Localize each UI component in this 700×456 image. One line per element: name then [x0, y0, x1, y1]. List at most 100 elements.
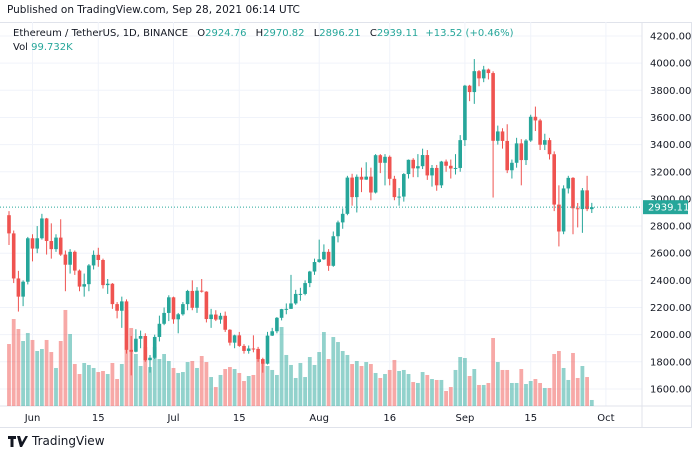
- candle: [209, 308, 213, 328]
- volume-bar: [312, 364, 317, 406]
- volume-bar: [265, 366, 270, 406]
- candle-body: [58, 237, 63, 255]
- candle: [105, 278, 110, 294]
- volume-bar: [166, 361, 171, 406]
- candle-body: [486, 69, 491, 74]
- candle: [232, 334, 237, 349]
- time-tick-label: Jun: [24, 413, 41, 424]
- candle: [496, 125, 500, 145]
- volume-bar: [181, 372, 185, 406]
- candle: [364, 162, 368, 180]
- candle-body: [580, 190, 585, 210]
- candle: [199, 278, 204, 293]
- candle-body: [308, 271, 312, 284]
- candle-body: [7, 215, 11, 234]
- candle-body: [237, 335, 242, 346]
- volume-bar: [542, 387, 547, 406]
- candle-body: [199, 290, 204, 292]
- candle-body: [209, 314, 213, 320]
- low-label: L: [313, 28, 320, 39]
- candle: [265, 331, 270, 365]
- candle-body: [430, 167, 434, 176]
- volume-bar: [561, 367, 566, 406]
- candle: [237, 331, 242, 347]
- candle-body: [228, 329, 232, 343]
- volume-bar: [434, 379, 439, 406]
- volume-bar: [439, 379, 444, 406]
- candle-body: [538, 120, 542, 145]
- candle: [552, 151, 556, 212]
- volume-bar: [279, 327, 284, 406]
- volume-bar: [260, 362, 265, 406]
- volume-bar: [444, 391, 448, 406]
- candle-body: [77, 270, 82, 287]
- volume-bar: [326, 359, 331, 406]
- candle-body: [557, 204, 561, 232]
- volume-bar: [101, 371, 105, 406]
- candle: [486, 68, 491, 80]
- candle-body: [336, 222, 340, 237]
- volume-bar: [110, 362, 115, 406]
- candle-body: [129, 349, 133, 352]
- current-price-label: 2939.11: [648, 203, 689, 214]
- volume-bar: [82, 362, 87, 406]
- volume-bar: [514, 382, 519, 406]
- candle-body: [105, 283, 110, 286]
- volume-bar: [359, 366, 364, 406]
- candle: [590, 202, 594, 213]
- high-label: H: [255, 28, 264, 39]
- volume-bar: [119, 364, 124, 406]
- time-tick-label: 16: [383, 413, 396, 424]
- volume-bar: [463, 357, 467, 406]
- candle: [120, 296, 124, 328]
- candle: [434, 164, 439, 191]
- candle: [308, 270, 312, 288]
- volume-bar: [575, 377, 580, 406]
- candle: [91, 250, 96, 270]
- candle: [481, 65, 486, 83]
- volume-bar: [44, 339, 49, 406]
- volume-bar: [303, 377, 307, 406]
- volume-bar: [190, 361, 195, 406]
- candle-body: [491, 73, 495, 141]
- candle-body: [533, 116, 538, 121]
- volume-bar: [336, 342, 340, 406]
- change-value: +13.52 (+0.46%): [425, 28, 514, 39]
- time-tick-label: 15: [92, 413, 105, 424]
- candle: [350, 173, 354, 206]
- candle: [87, 264, 91, 292]
- candle: [312, 258, 317, 275]
- candle-body: [543, 140, 547, 145]
- candle: [444, 159, 448, 172]
- candle-body: [143, 336, 148, 361]
- volume-bar: [340, 351, 345, 406]
- candle: [543, 133, 547, 151]
- candle-body: [91, 254, 96, 266]
- candle: [298, 287, 303, 301]
- close-value: 2939.11: [376, 28, 419, 39]
- volume-bar: [185, 362, 190, 406]
- volume-bar: [585, 377, 589, 406]
- candle: [115, 302, 119, 319]
- footer-brand[interactable]: TradingView: [8, 434, 105, 448]
- candle: [500, 128, 505, 149]
- candle: [392, 175, 397, 201]
- candle-body: [110, 283, 115, 305]
- candle: [533, 106, 538, 132]
- volume-bar: [204, 362, 209, 406]
- candle: [336, 220, 340, 243]
- candle: [134, 329, 138, 353]
- candle: [585, 175, 589, 212]
- volume-bar: [256, 359, 260, 406]
- candle: [331, 231, 336, 267]
- volume-bar: [486, 382, 491, 406]
- volume-bar: [458, 357, 463, 406]
- volume-bar: [11, 319, 16, 406]
- candle-body: [223, 315, 227, 330]
- candle-body: [481, 69, 486, 79]
- price-tick-label: 3200.00: [650, 167, 691, 178]
- candle-body: [279, 309, 284, 318]
- volume-bar: [115, 379, 119, 406]
- candle-body: [458, 140, 462, 168]
